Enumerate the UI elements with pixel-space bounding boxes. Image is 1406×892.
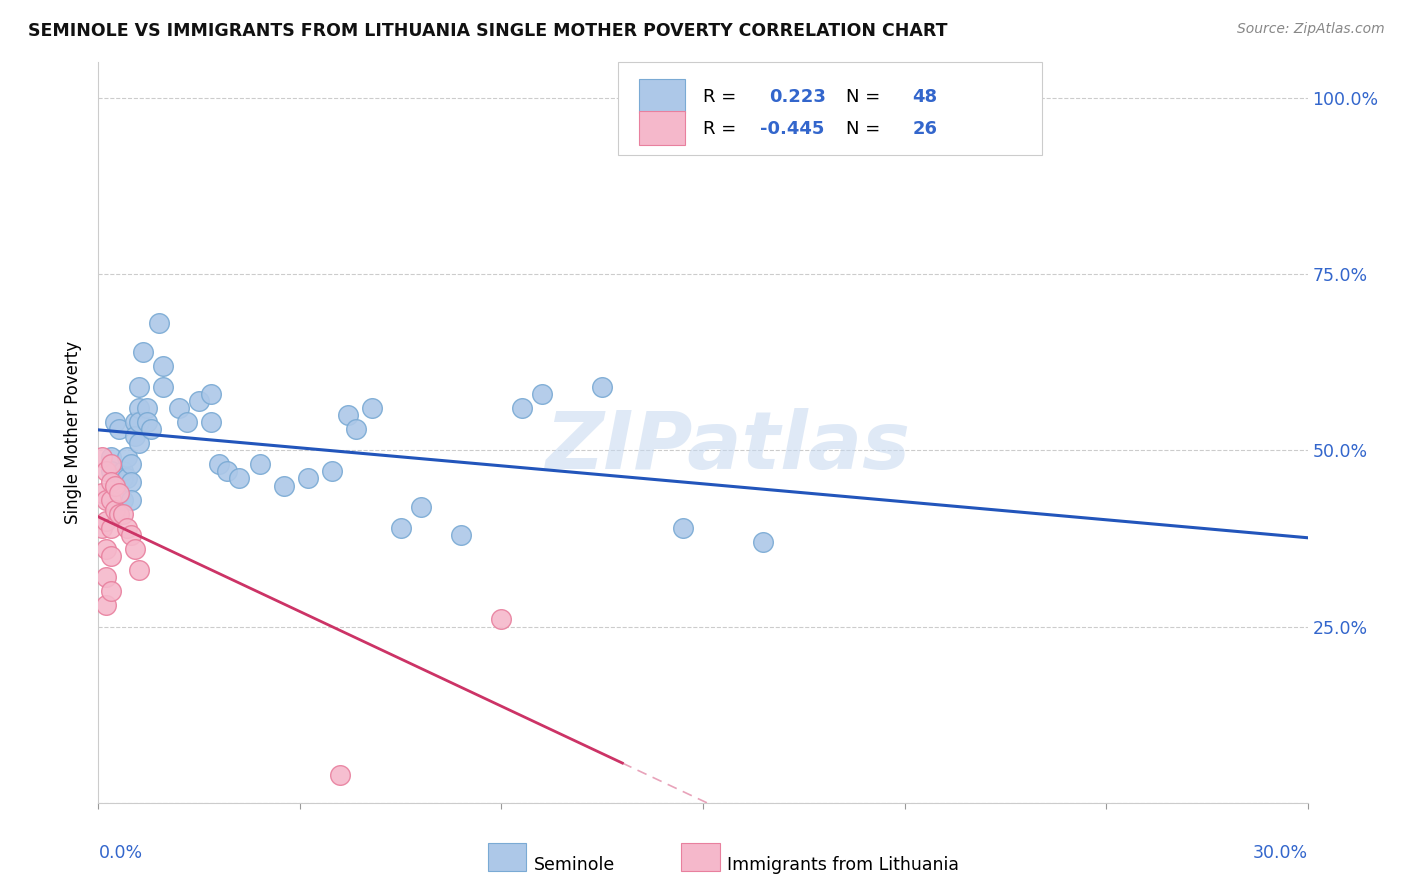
Point (100, 464, 122, 478)
Point (491, 612, 513, 626)
Point (297, 471, 319, 485)
Point (100, 584, 122, 599)
Text: R =: R = (703, 88, 742, 106)
Point (208, 458, 231, 472)
Text: N =: N = (845, 120, 886, 138)
Point (96, 464, 118, 478)
Point (120, 458, 142, 472)
Text: Immigrants from Lithuania: Immigrants from Lithuania (727, 856, 959, 874)
Point (120, 492, 142, 507)
Point (124, 541, 146, 556)
Text: 30.0%: 30.0% (1253, 844, 1308, 862)
Point (128, 415, 150, 429)
Point (176, 415, 198, 429)
Text: Seminole: Seminole (534, 856, 614, 874)
Text: ZIPatlas: ZIPatlas (544, 409, 910, 486)
FancyBboxPatch shape (488, 843, 526, 871)
Point (115, 471, 138, 485)
Text: -0.445: -0.445 (759, 120, 824, 138)
Point (100, 458, 122, 472)
Point (96, 541, 118, 556)
Point (591, 380, 613, 394)
Point (672, 521, 695, 535)
Point (120, 528, 142, 542)
FancyBboxPatch shape (638, 111, 685, 145)
Point (132, 344, 155, 359)
FancyBboxPatch shape (619, 62, 1042, 155)
Point (100, 521, 122, 535)
Point (128, 401, 150, 415)
Point (111, 471, 134, 485)
Point (91, 450, 114, 465)
Point (128, 436, 150, 450)
Text: SEMINOLE VS IMMIGRANTS FROM LITHUANIA SINGLE MOTHER POVERTY CORRELATION CHART: SEMINOLE VS IMMIGRANTS FROM LITHUANIA SI… (28, 22, 948, 40)
Point (152, 380, 174, 394)
Point (148, 316, 170, 330)
Point (96, 514, 118, 528)
Point (152, 359, 174, 373)
Point (321, 464, 343, 478)
Point (228, 471, 250, 485)
Point (249, 458, 271, 472)
Point (100, 475, 122, 489)
Point (96, 570, 118, 584)
Point (329, 767, 352, 781)
FancyBboxPatch shape (638, 78, 685, 112)
Point (124, 415, 146, 429)
Point (103, 503, 125, 517)
Point (96, 599, 118, 613)
Point (135, 415, 157, 429)
Point (139, 422, 162, 436)
Point (128, 380, 150, 394)
Point (91, 485, 114, 500)
Point (217, 464, 239, 478)
Point (752, 535, 775, 549)
FancyBboxPatch shape (682, 843, 720, 871)
Point (167, 401, 190, 415)
Point (103, 478, 125, 492)
Point (188, 393, 211, 408)
Point (111, 464, 134, 478)
Point (200, 415, 222, 429)
Point (389, 521, 412, 535)
Point (91, 521, 114, 535)
Text: 0.0%: 0.0% (98, 844, 142, 862)
Point (111, 492, 134, 507)
Point (530, 387, 553, 401)
Point (361, 401, 384, 415)
Point (107, 422, 129, 436)
Point (124, 429, 146, 443)
Point (100, 549, 122, 563)
Point (100, 492, 122, 507)
Point (115, 450, 138, 465)
Text: N =: N = (845, 88, 886, 106)
Point (409, 500, 432, 514)
Point (450, 528, 472, 542)
Point (273, 478, 295, 492)
Point (111, 507, 134, 521)
Y-axis label: Single Mother Poverty: Single Mother Poverty (65, 341, 83, 524)
Point (96, 492, 118, 507)
Point (200, 387, 222, 401)
Text: 48: 48 (912, 88, 938, 106)
Point (100, 450, 122, 465)
Point (344, 422, 367, 436)
Point (115, 521, 138, 535)
Point (128, 563, 150, 577)
Text: Source: ZipAtlas.com: Source: ZipAtlas.com (1237, 22, 1385, 37)
Point (135, 401, 157, 415)
Text: 26: 26 (912, 120, 938, 138)
Point (103, 415, 125, 429)
Text: R =: R = (703, 120, 742, 138)
Text: 0.223: 0.223 (769, 88, 827, 106)
Point (107, 485, 129, 500)
Point (337, 408, 360, 422)
Point (510, 401, 533, 415)
Point (107, 507, 129, 521)
Point (120, 475, 142, 489)
